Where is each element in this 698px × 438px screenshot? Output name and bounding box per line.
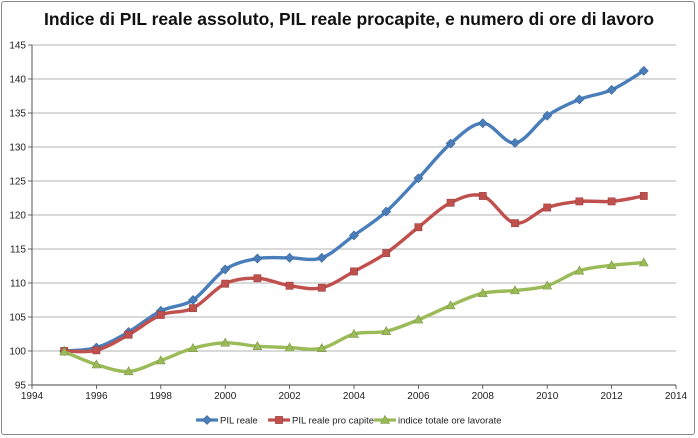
y-tick-label: 125 — [9, 177, 26, 188]
legend-marker-1 — [275, 416, 283, 424]
axes — [28, 44, 677, 389]
x-tick-label: 1996 — [85, 391, 108, 402]
data-point-2 — [220, 337, 231, 347]
data-point-2 — [155, 355, 166, 365]
data-point-2 — [413, 314, 424, 324]
y-tick-label: 115 — [10, 245, 26, 256]
data-point-0 — [284, 252, 295, 263]
y-tick-label: 100 — [9, 347, 26, 358]
series-1 — [60, 192, 648, 355]
data-point-0 — [542, 110, 553, 121]
data-point-2 — [349, 328, 359, 338]
legend-marker-2 — [380, 414, 390, 424]
data-point-0 — [413, 173, 424, 184]
data-point-0 — [445, 138, 456, 149]
data-point-0 — [510, 137, 520, 148]
series-lines — [59, 65, 649, 376]
data-point-1 — [350, 267, 358, 276]
x-tick-label: 2014 — [665, 391, 688, 402]
y-tick-label: 105 — [9, 313, 26, 324]
data-point-0 — [220, 264, 231, 275]
legend-label-2: indice totale ore lavorate — [398, 416, 502, 427]
data-point-2 — [188, 343, 198, 352]
data-point-1 — [124, 330, 133, 339]
data-point-0 — [252, 253, 263, 264]
data-point-2 — [316, 343, 327, 352]
x-tick-label: 2010 — [536, 391, 559, 402]
data-point-0 — [477, 118, 488, 129]
data-point-1 — [382, 249, 391, 257]
data-point-1 — [607, 197, 616, 206]
legend-label-1: PIL reale pro capite — [292, 416, 374, 427]
data-point-1 — [639, 192, 648, 200]
data-point-1 — [285, 281, 294, 290]
y-tick-label: 145 — [9, 41, 26, 52]
data-point-1 — [156, 311, 165, 319]
data-point-2 — [91, 359, 102, 369]
data-point-2 — [477, 287, 488, 297]
chart-title: Indice di PIL reale assoluto, PIL reale … — [43, 9, 655, 29]
data-point-1 — [317, 283, 326, 292]
x-tick-label: 2008 — [472, 391, 495, 402]
series-0 — [59, 65, 649, 356]
legend-marker-0 — [202, 415, 212, 425]
data-point-1 — [92, 346, 101, 355]
data-point-2 — [252, 341, 263, 350]
y-tick-label: 130 — [9, 143, 26, 154]
data-point-1 — [446, 198, 455, 207]
data-point-2 — [123, 366, 134, 376]
data-point-2 — [542, 280, 553, 290]
x-tick-label: 1998 — [150, 391, 173, 402]
data-point-0 — [316, 252, 327, 263]
y-tick-label: 135 — [9, 109, 26, 120]
data-point-1 — [543, 203, 552, 212]
gridlines — [32, 44, 676, 352]
data-point-2 — [381, 326, 392, 335]
x-tick-labels: 1994 1996 1998 2000 2002 2004 2006 2008 2010 2012… — [21, 391, 688, 402]
x-tick-label: 1994 — [21, 391, 44, 402]
x-tick-label: 2006 — [407, 391, 430, 402]
data-point-2 — [59, 346, 70, 356]
data-point-1 — [253, 274, 262, 283]
data-point-1 — [414, 223, 423, 232]
data-point-1 — [511, 219, 519, 228]
data-point-1 — [478, 192, 487, 200]
data-point-1 — [575, 197, 584, 206]
data-point-2 — [284, 342, 295, 352]
data-point-0 — [349, 230, 359, 241]
x-tick-label: 2002 — [278, 391, 301, 402]
data-point-2 — [574, 265, 585, 275]
x-tick-label: 2012 — [600, 391, 623, 402]
legend: PIL reale PIL reale pro capite indice tota… — [196, 414, 502, 427]
y-tick-label: 110 — [10, 279, 26, 290]
data-point-1 — [221, 279, 230, 288]
y-tick-label: 140 — [9, 75, 26, 86]
data-point-0 — [381, 206, 392, 217]
series-2 — [59, 257, 649, 376]
data-point-2 — [638, 257, 649, 267]
data-point-1 — [189, 304, 197, 313]
y-tick-label: 95 — [15, 381, 27, 392]
legend-label-0: PIL reale — [220, 416, 258, 427]
data-point-0 — [606, 84, 617, 95]
x-tick-label: 2000 — [214, 391, 237, 402]
y-tick-label: 120 — [9, 211, 26, 222]
data-point-2 — [606, 260, 617, 270]
data-point-0 — [638, 65, 649, 76]
y-tick-labels: 95 100 105 110 115 120 125 130 135 140 145 — [9, 41, 26, 392]
x-tick-label: 2004 — [343, 391, 366, 402]
data-point-2 — [445, 300, 456, 310]
data-point-2 — [510, 285, 520, 295]
data-point-0 — [574, 94, 585, 105]
